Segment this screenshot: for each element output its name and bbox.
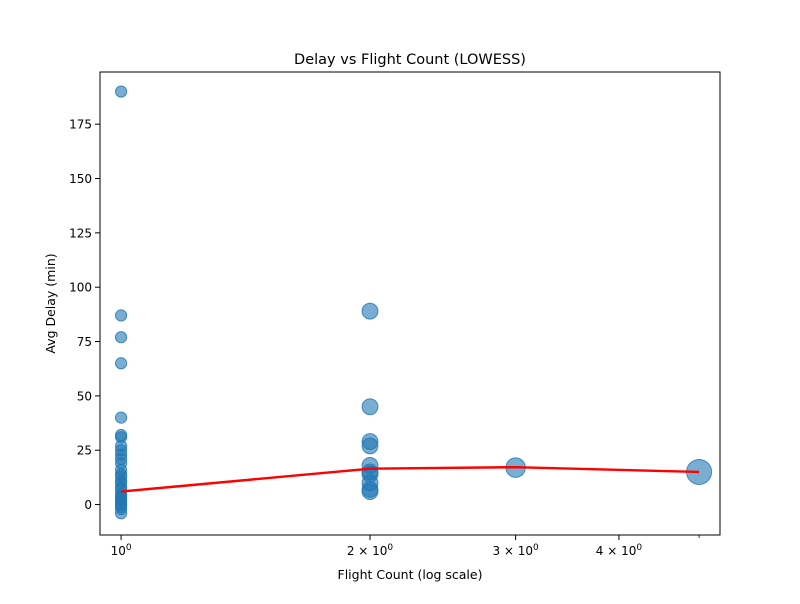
data-point [114,507,128,520]
x-tick-label: 3 × 100 [492,543,539,558]
x-tick-label: 2 × 100 [347,543,394,558]
data-point [361,398,379,416]
y-tick-label: 175 [69,118,92,132]
x-tick-label: 100 [111,543,132,558]
y-tick-label: 50 [77,389,92,403]
y-axis-label: Avg Delay (min) [43,253,58,353]
y-tick-label: 0 [84,498,92,512]
trend-line [120,465,700,493]
data-point [114,411,128,424]
x-tick-label: 4 × 100 [596,543,643,558]
x-axis: 100 2 × 100 3 × 100 4 × 100 [111,535,700,558]
data-point [114,357,128,370]
data-point [361,437,379,455]
data-point [114,331,128,344]
y-tick-label: 100 [69,281,92,295]
data-point [114,85,128,98]
data-point [114,309,128,322]
lowess-trend [120,465,700,493]
axes-frame [99,71,721,536]
data-point [361,483,379,500]
chart-title: Delay vs Flight Count (LOWESS) [294,52,526,68]
y-tick-label: 75 [77,335,92,349]
data-point [361,302,379,320]
y-tick-label: 125 [69,226,92,240]
y-tick-label: 150 [69,172,92,186]
x-axis-label: Flight Count (log scale) [338,567,483,582]
y-tick-label: 25 [77,444,92,458]
y-axis: 0 25 50 75 100 125 150 175 [69,118,100,512]
